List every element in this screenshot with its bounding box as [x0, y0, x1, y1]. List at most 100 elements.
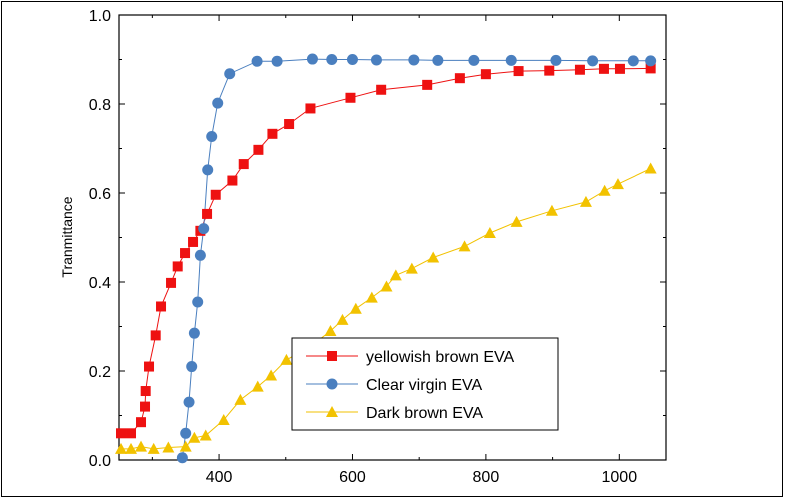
data-point — [389, 269, 402, 281]
data-point — [422, 79, 433, 90]
data-point — [199, 429, 212, 441]
data-point — [349, 302, 362, 314]
data-point — [370, 54, 382, 66]
data-point — [212, 97, 224, 109]
data-point — [136, 417, 147, 428]
data-point — [645, 55, 657, 67]
data-point — [483, 227, 496, 239]
y-axis-label: Tranmittance — [59, 196, 75, 277]
data-point — [198, 223, 210, 235]
data-point — [468, 54, 480, 66]
data-point — [183, 396, 195, 408]
data-point — [326, 54, 338, 65]
y-tick-label: 1.0 — [89, 8, 111, 25]
data-point — [405, 262, 418, 274]
data-point — [210, 189, 221, 200]
data-point — [579, 195, 592, 207]
data-point — [192, 296, 204, 308]
data-point — [345, 92, 356, 103]
data-point — [376, 84, 387, 95]
data-point — [238, 159, 249, 170]
data-point — [140, 401, 151, 412]
data-point — [574, 64, 585, 75]
data-point — [176, 452, 188, 464]
y-tick-label: 0.8 — [89, 97, 111, 114]
data-point — [251, 380, 264, 392]
data-point — [162, 441, 175, 453]
data-point — [126, 428, 137, 439]
data-point — [454, 73, 465, 84]
data-point — [140, 386, 151, 397]
series-line-0 — [121, 67, 651, 434]
data-point — [265, 369, 278, 381]
data-point — [147, 442, 160, 454]
data-point — [144, 361, 155, 372]
data-point — [166, 277, 177, 288]
data-point — [598, 63, 609, 74]
data-point — [505, 54, 517, 66]
y-tick-label: 0.0 — [89, 453, 111, 470]
data-point — [644, 162, 657, 174]
data-point — [545, 204, 558, 216]
data-point — [645, 63, 656, 74]
data-point — [125, 442, 138, 454]
y-tick-label: 0.4 — [89, 275, 111, 292]
data-point — [598, 184, 611, 196]
data-point — [544, 65, 555, 76]
data-point — [188, 431, 201, 443]
data-point — [115, 442, 128, 454]
data-point — [513, 66, 524, 77]
x-tick-label: 600 — [339, 469, 366, 486]
data-point — [202, 164, 214, 176]
data-point — [427, 251, 440, 263]
x-tick-label: 800 — [473, 469, 500, 486]
data-point — [206, 130, 218, 142]
data-point — [217, 413, 230, 425]
data-point — [432, 54, 444, 66]
data-point — [180, 248, 191, 259]
legend: yellowish brown EVA Clear virgin EVA Dark … — [291, 337, 559, 431]
legend-marker — [326, 378, 338, 390]
data-point — [116, 428, 127, 439]
data-point — [186, 361, 198, 373]
data-point — [550, 54, 562, 66]
data-point — [202, 208, 213, 219]
legend-label: Clear virgin EVA — [366, 377, 483, 394]
data-point — [280, 353, 293, 365]
data-point — [251, 55, 263, 67]
legend-label: Dark brown EVA — [366, 405, 483, 422]
x-tick-label: 400 — [206, 469, 233, 486]
data-point — [150, 330, 161, 341]
data-point — [172, 261, 183, 272]
data-point — [188, 327, 200, 339]
legend-label: yellowish brown EVA — [366, 349, 515, 366]
data-point — [267, 128, 278, 139]
data-point — [305, 103, 316, 114]
data-point — [346, 54, 358, 65]
data-point — [271, 55, 283, 67]
y-tick-label: 0.2 — [89, 364, 111, 381]
data-point — [227, 175, 238, 186]
data-point — [480, 69, 491, 80]
data-point — [180, 427, 192, 439]
x-tick-label: 1000 — [602, 469, 638, 486]
data-point — [336, 313, 349, 325]
data-point — [587, 55, 599, 67]
data-point — [284, 119, 295, 130]
data-point — [253, 144, 264, 155]
data-point — [135, 440, 148, 452]
y-tick-label: 0.6 — [89, 186, 111, 203]
data-point — [179, 440, 192, 452]
data-point — [188, 236, 199, 247]
data-point — [224, 68, 236, 80]
data-point — [510, 215, 523, 227]
data-point — [614, 63, 625, 74]
legend-marker — [327, 351, 337, 361]
data-point — [365, 291, 378, 303]
data-point — [156, 301, 167, 312]
legend-marker — [326, 406, 338, 417]
data-point — [458, 240, 471, 252]
data-point — [234, 393, 247, 405]
data-point — [611, 178, 624, 190]
data-point — [324, 324, 337, 336]
